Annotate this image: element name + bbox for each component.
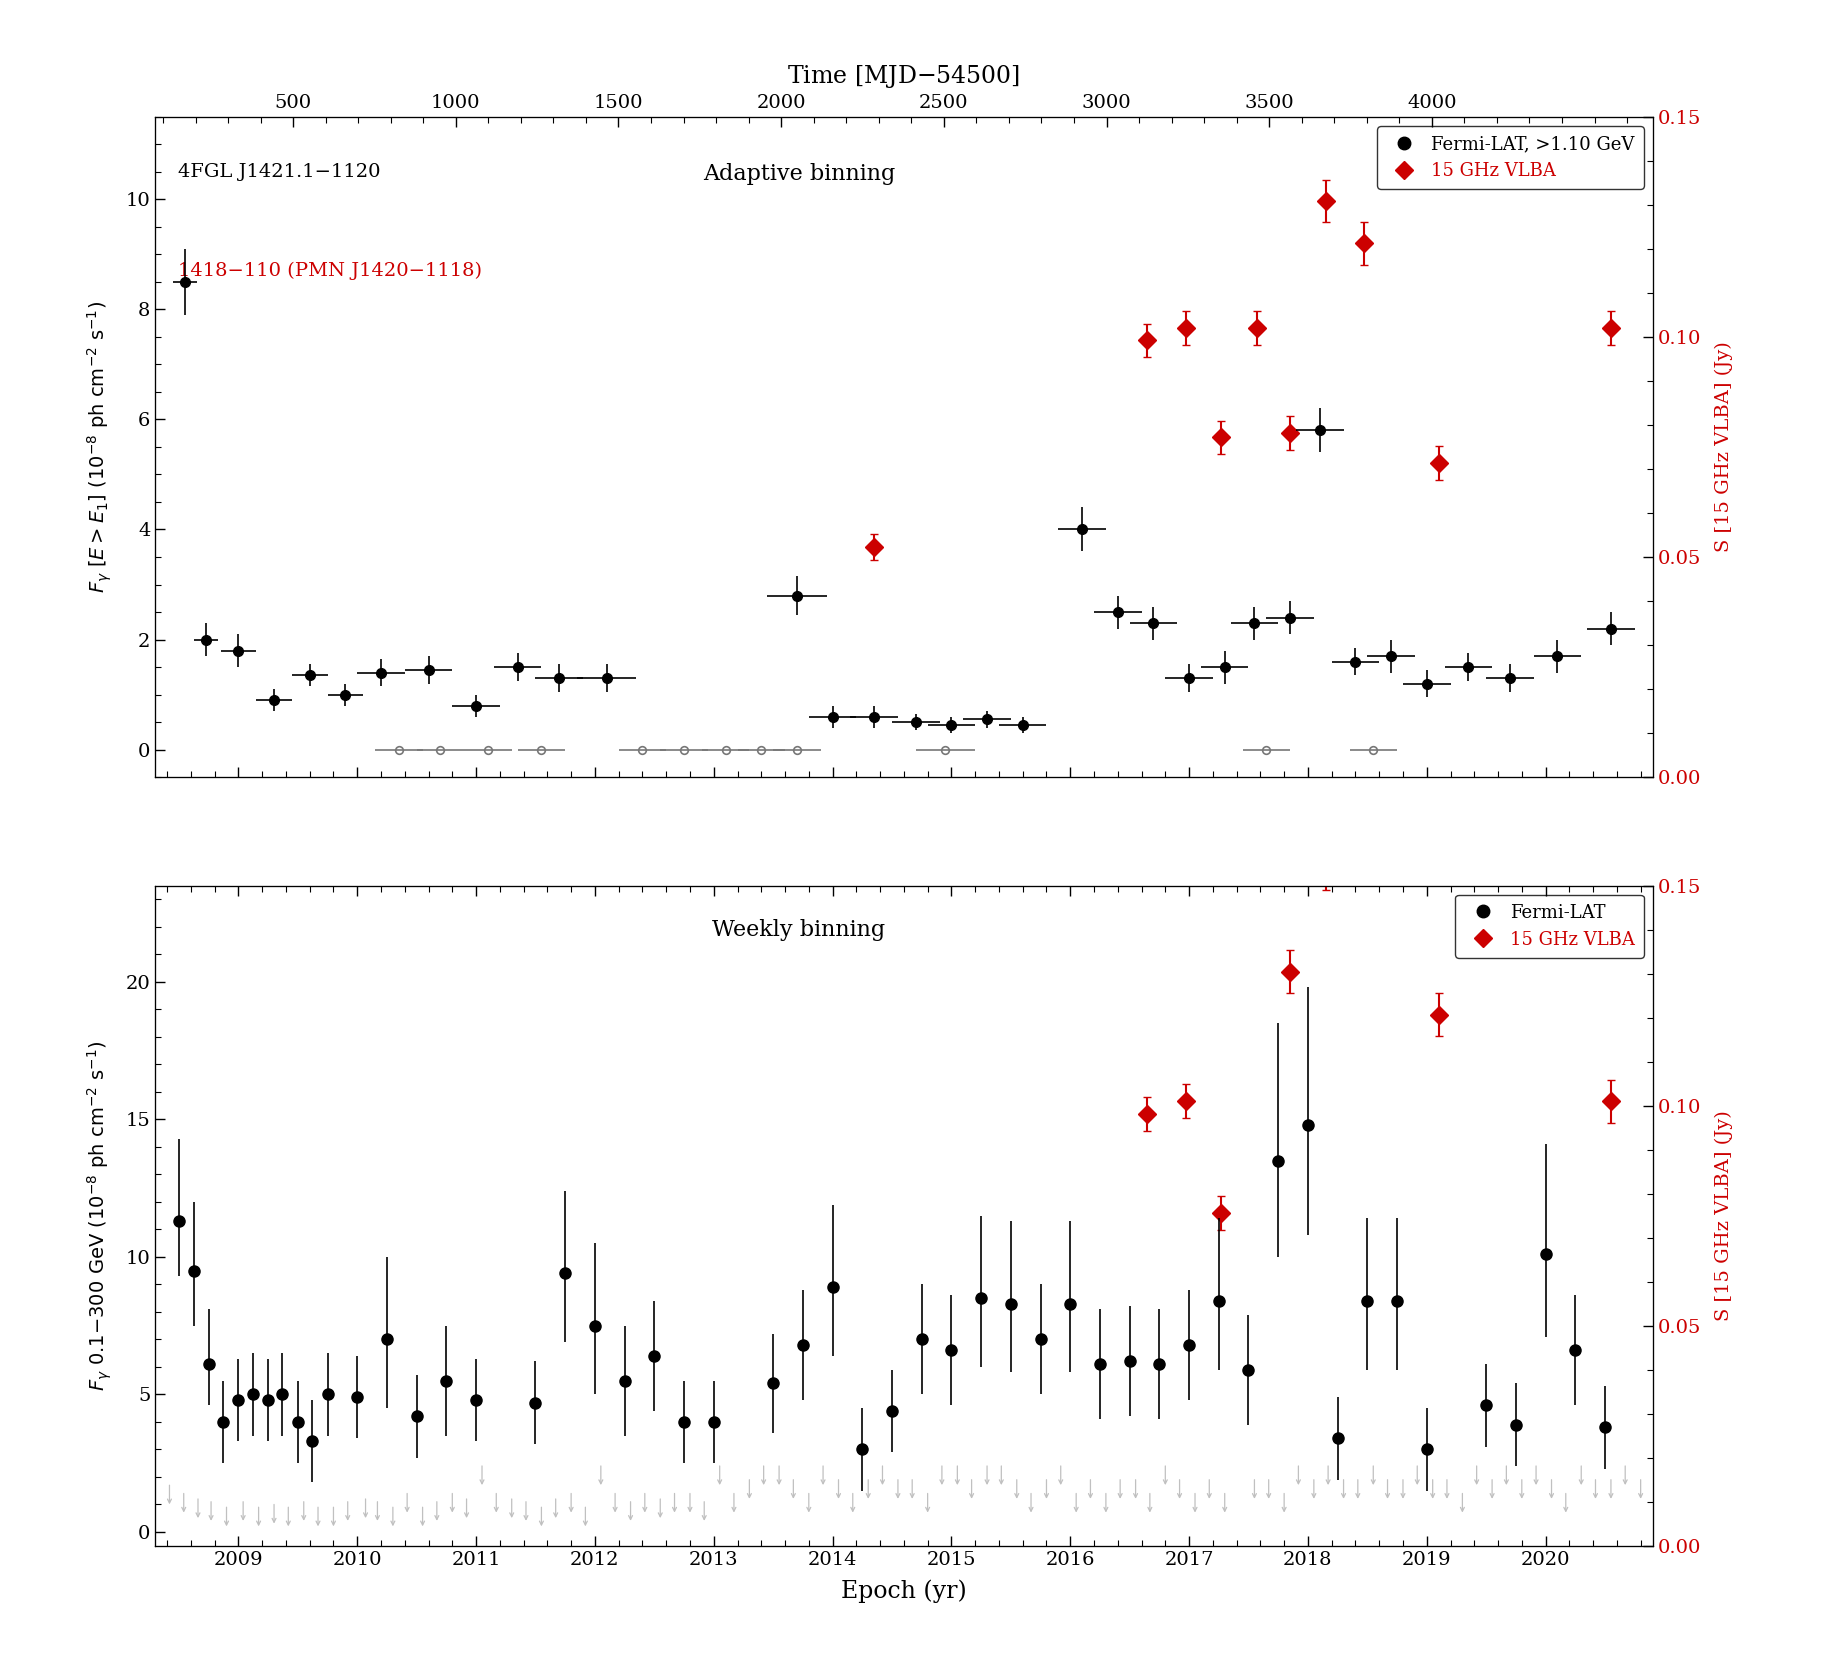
Text: 4FGL J1421.1−1120: 4FGL J1421.1−1120 bbox=[177, 164, 380, 180]
Text: Weekly binning: Weekly binning bbox=[712, 919, 886, 941]
Y-axis label: $F_\gamma\ 0.1{-}300\ \mathrm{GeV}\ (10^{-8}\ \mathrm{ph\ cm^{-2}\ s^{-1}})$: $F_\gamma\ 0.1{-}300\ \mathrm{GeV}\ (10^… bbox=[86, 1041, 115, 1390]
X-axis label: Epoch (yr): Epoch (yr) bbox=[842, 1579, 966, 1602]
Y-axis label: S [15 GHz VLBA] (Jy): S [15 GHz VLBA] (Jy) bbox=[1715, 341, 1733, 553]
Text: 1418−110 (PMN J1420−1118): 1418−110 (PMN J1420−1118) bbox=[177, 262, 482, 281]
X-axis label: Time [MJD$-$54500]: Time [MJD$-$54500] bbox=[787, 63, 1021, 90]
Y-axis label: $F_\gamma\ [E{>}E_1]\ (10^{-8}\ \mathrm{ph\ cm^{-2}\ s^{-1}})$: $F_\gamma\ [E{>}E_1]\ (10^{-8}\ \mathrm{… bbox=[86, 301, 115, 593]
Legend: Fermi-LAT, 15 GHz VLBA: Fermi-LAT, 15 GHz VLBA bbox=[1455, 894, 1643, 957]
Y-axis label: S [15 GHz VLBA] (Jy): S [15 GHz VLBA] (Jy) bbox=[1715, 1110, 1733, 1322]
Legend: Fermi-LAT, >1.10 GeV, 15 GHz VLBA: Fermi-LAT, >1.10 GeV, 15 GHz VLBA bbox=[1377, 125, 1643, 189]
Text: Adaptive binning: Adaptive binning bbox=[703, 164, 895, 185]
